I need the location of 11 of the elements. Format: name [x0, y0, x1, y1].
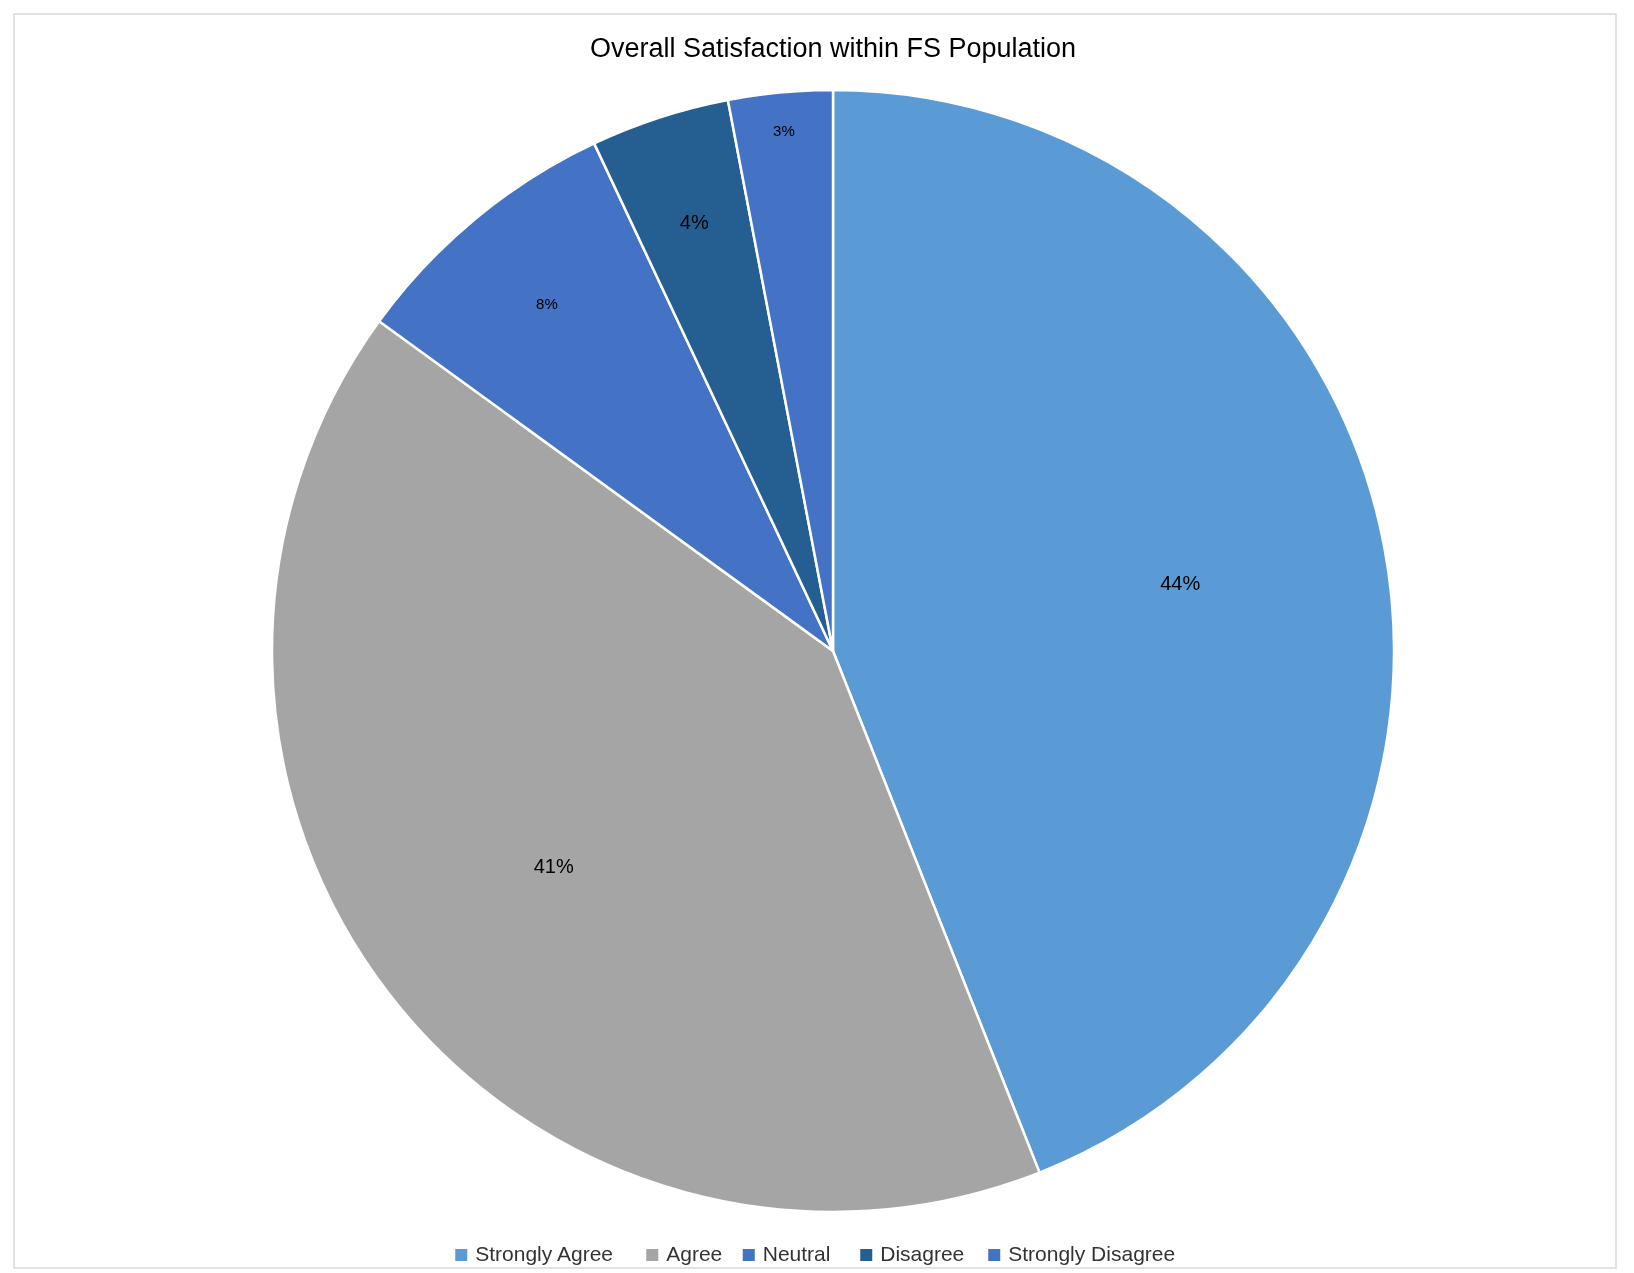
legend-label: Neutral — [762, 1241, 831, 1265]
data-label: 4% — [679, 211, 709, 234]
data-label: 41% — [533, 854, 574, 877]
legend-label: Strongly Agree — [475, 1241, 614, 1265]
chart-title: Overall Satisfaction within FS Population — [589, 33, 1077, 64]
data-label: 8% — [536, 295, 558, 313]
legend-label: Agree — [666, 1241, 723, 1265]
legend-label: Disagree — [880, 1241, 965, 1265]
legend-label: Strongly Disagree — [1008, 1241, 1176, 1265]
data-label: 3% — [773, 121, 795, 139]
data-label: 44% — [1160, 572, 1201, 595]
